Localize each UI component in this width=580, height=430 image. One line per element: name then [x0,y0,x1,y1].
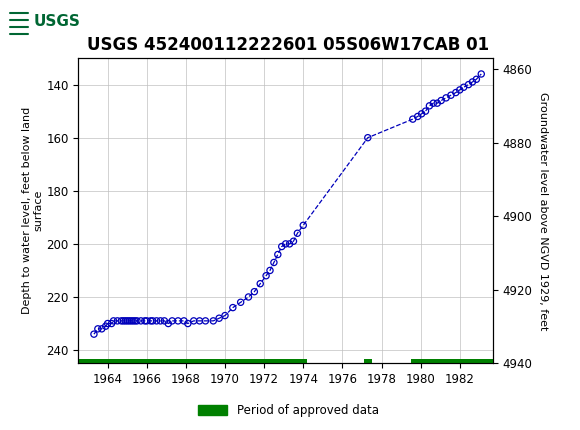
Point [89,331,99,338]
Point [160,317,169,324]
Point [468,79,477,86]
Point [97,326,106,332]
Point [437,97,446,104]
Point [93,326,103,332]
Point [142,317,151,324]
FancyBboxPatch shape [5,4,95,40]
Text: USGS: USGS [33,15,80,29]
Point [130,317,140,324]
Point [179,317,188,324]
Text: USGS 452400112222601 05S06W17CAB 01: USGS 452400112222601 05S06W17CAB 01 [87,36,490,54]
Point [122,317,132,324]
Point [244,294,253,301]
Point [433,100,442,107]
Point [220,312,230,319]
Point [183,320,193,327]
Point [103,320,113,327]
Point [125,317,134,324]
Point [128,317,137,324]
Point [363,134,372,141]
Point [209,317,218,324]
Point [446,92,455,98]
Point [455,86,465,93]
Point [256,280,265,287]
Point [273,251,282,258]
Point [451,89,461,96]
Point [136,317,146,324]
Point [262,272,271,279]
Point [421,108,430,114]
Point [408,116,418,123]
Point [121,317,130,324]
Point [277,243,287,250]
Bar [364,359,372,364]
Point [289,238,298,245]
Point [477,71,486,77]
Point [148,317,157,324]
Point [109,317,118,324]
Point [101,323,110,330]
Point [441,95,451,101]
Point [228,304,237,311]
Point [459,84,468,91]
Point [413,113,422,120]
Point [215,315,224,322]
Point [425,102,434,109]
Point [285,240,294,247]
Point [429,100,438,107]
Point [195,317,204,324]
Point [236,299,245,306]
Point [164,320,173,327]
Point [201,317,210,324]
Y-axis label: Groundwater level above NGVD 1929, feet: Groundwater level above NGVD 1929, feet [538,92,548,330]
Point [132,317,142,324]
Bar [78,359,307,364]
Point [266,267,275,274]
Point [281,240,291,247]
Point [464,81,473,88]
Point [146,317,155,324]
Point [417,111,426,117]
Point [269,259,278,266]
Point [472,76,481,83]
Point [156,317,165,324]
Point [117,317,126,324]
Y-axis label: Depth to water level, feet below land
surface: Depth to water level, feet below land su… [22,107,44,314]
Point [250,288,259,295]
Point [107,320,116,327]
Point [293,230,302,236]
Point [168,317,177,324]
Point [119,317,128,324]
Point [173,317,183,324]
Point [189,317,198,324]
Legend: Period of approved data: Period of approved data [193,399,383,422]
Point [299,222,308,229]
Point [126,317,136,324]
Point [113,317,122,324]
Point [140,317,150,324]
Point [152,317,161,324]
Bar [411,359,493,364]
